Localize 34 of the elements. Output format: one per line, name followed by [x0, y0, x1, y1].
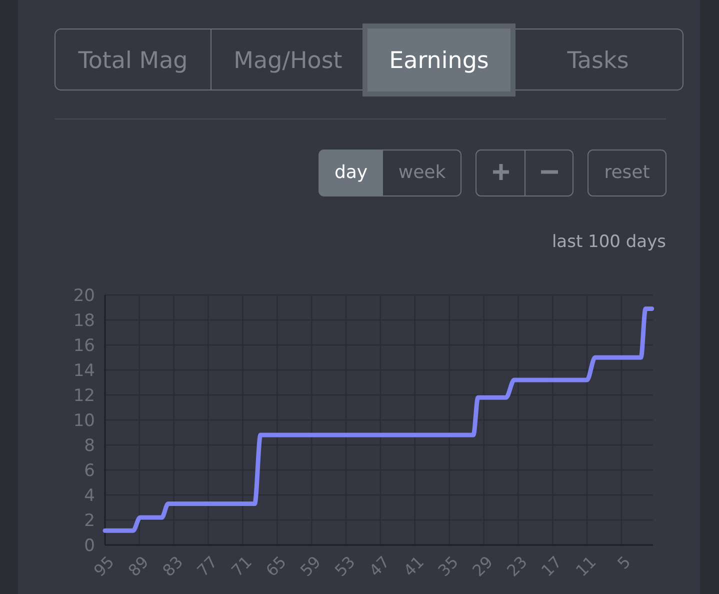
x-tick-label: 5 — [614, 552, 634, 573]
x-tick-label: 35 — [434, 552, 462, 580]
line-series — [102, 306, 654, 533]
x-tick-label: 59 — [296, 552, 324, 580]
x-tick-label: 23 — [503, 552, 531, 580]
text: Mag/Host — [234, 48, 342, 74]
text: week — [398, 162, 446, 183]
x-tick-label: 65 — [262, 552, 290, 580]
text: Total Mag — [77, 48, 188, 74]
y-tick-label: 14 — [73, 360, 95, 381]
y-tick-label: 12 — [73, 386, 95, 406]
x-tick-label: 41 — [400, 552, 428, 580]
y-tick-label: 2 — [84, 510, 95, 531]
text: Tasks — [566, 48, 629, 74]
text: day — [334, 162, 368, 183]
x-tick-label: 53 — [330, 552, 359, 580]
x-tick-label: 83 — [158, 552, 187, 580]
y-tick-label: 20 — [73, 286, 95, 306]
x-tick-label: 77 — [193, 552, 222, 580]
x-tick-label: 71 — [228, 552, 256, 580]
y-tick-label: 6 — [84, 460, 95, 481]
x-tick-label: 29 — [468, 552, 497, 580]
x-tick-label: 11 — [572, 552, 600, 580]
y-tick-label: 18 — [73, 310, 95, 331]
text: reset — [604, 162, 650, 183]
y-tick-label: 16 — [73, 336, 95, 356]
text: Earnings — [389, 48, 489, 74]
y-tick-label: 4 — [84, 486, 95, 506]
x-tick-label: 89 — [124, 552, 152, 580]
y-tick-label: 8 — [84, 436, 95, 456]
x-tick-label: 17 — [538, 552, 566, 580]
y-tick-label: 10 — [73, 410, 95, 431]
x-tick-label: 47 — [365, 552, 394, 580]
chart-subtitle: last 100 days — [552, 232, 666, 252]
